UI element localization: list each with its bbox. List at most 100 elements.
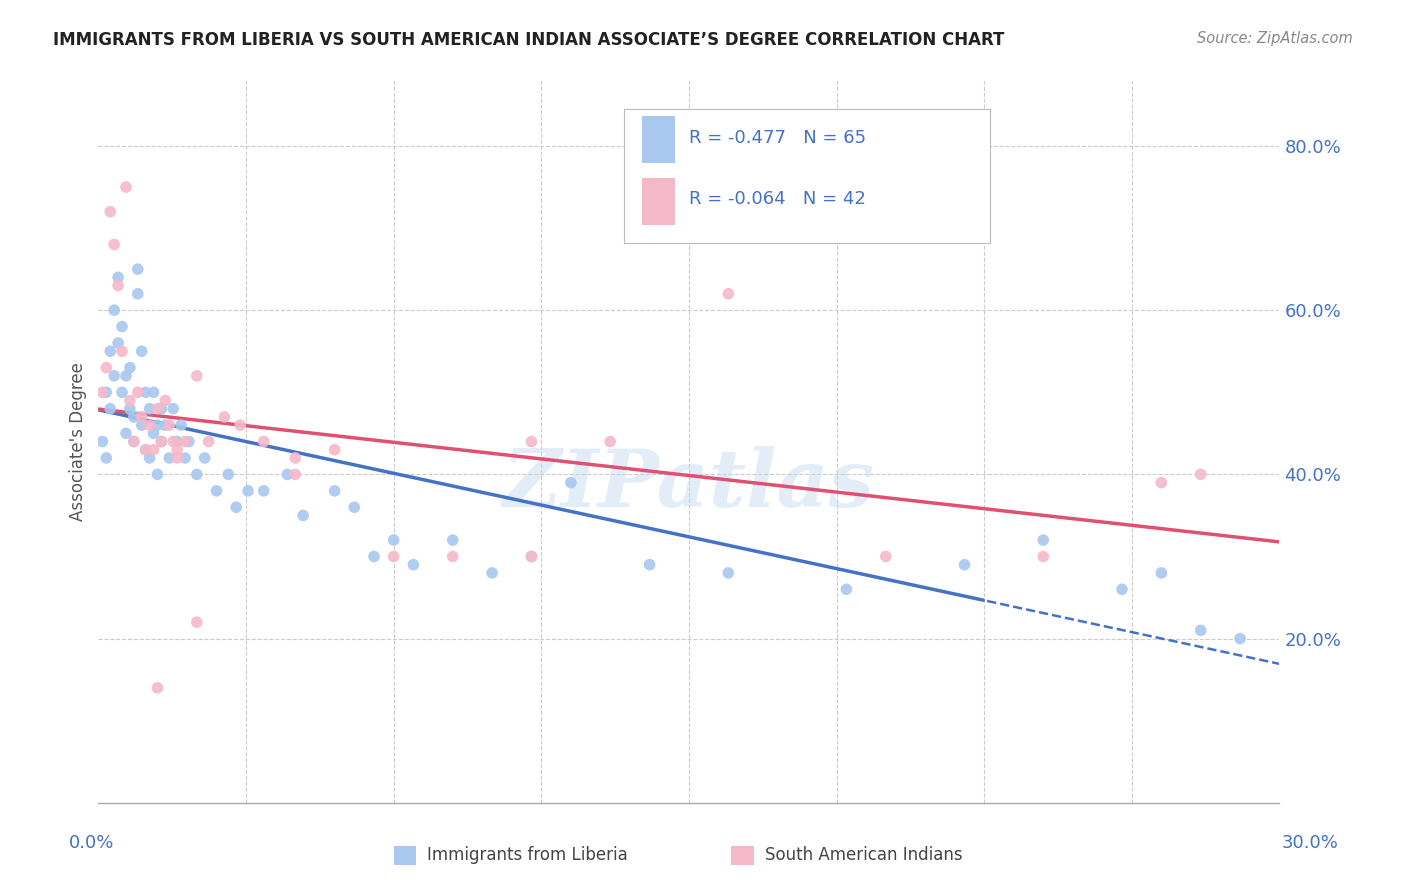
Point	[186, 615, 208, 630]
Point	[1150, 475, 1173, 490]
Point	[146, 681, 169, 695]
Point	[197, 434, 219, 449]
Point	[111, 385, 134, 400]
Point	[115, 368, 138, 383]
Point	[157, 418, 180, 433]
Point	[402, 558, 425, 572]
Point	[323, 483, 346, 498]
Point	[155, 393, 177, 408]
Text: South American Indians: South American Indians	[765, 847, 963, 864]
Point	[253, 483, 276, 498]
Point	[103, 303, 125, 318]
Point	[229, 418, 252, 433]
Point	[1189, 624, 1212, 638]
Point	[835, 582, 858, 597]
Point	[186, 467, 208, 482]
Point	[107, 270, 129, 285]
Point	[111, 319, 134, 334]
Point	[292, 508, 315, 523]
FancyBboxPatch shape	[641, 178, 675, 225]
Point	[162, 434, 184, 449]
Point	[135, 385, 157, 400]
Point	[107, 278, 129, 293]
Text: IMMIGRANTS FROM LIBERIA VS SOUTH AMERICAN INDIAN ASSOCIATE’S DEGREE CORRELATION : IMMIGRANTS FROM LIBERIA VS SOUTH AMERICA…	[53, 31, 1005, 49]
Point	[150, 434, 173, 449]
Point	[177, 434, 200, 449]
Point	[1111, 582, 1133, 597]
Point	[98, 401, 121, 416]
Point	[146, 418, 169, 433]
Point	[1150, 566, 1173, 580]
Y-axis label: Associate's Degree: Associate's Degree	[69, 362, 87, 521]
Point	[107, 336, 129, 351]
Point	[122, 434, 145, 449]
Point	[953, 558, 976, 572]
Point	[142, 442, 165, 457]
Point	[122, 434, 145, 449]
Point	[323, 442, 346, 457]
Point	[276, 467, 298, 482]
Point	[1229, 632, 1251, 646]
FancyBboxPatch shape	[641, 117, 675, 163]
Point	[520, 549, 543, 564]
Point	[142, 426, 165, 441]
Point	[382, 533, 405, 547]
Point	[150, 434, 173, 449]
Point	[146, 401, 169, 416]
Point	[122, 409, 145, 424]
Point	[96, 450, 118, 465]
Point	[127, 385, 149, 400]
Point	[135, 442, 157, 457]
Point	[284, 467, 307, 482]
Point	[1189, 467, 1212, 482]
Point	[717, 286, 740, 301]
Text: 0.0%: 0.0%	[69, 834, 114, 852]
Point	[91, 385, 114, 400]
Point	[166, 434, 188, 449]
Point	[91, 434, 114, 449]
Point	[146, 467, 169, 482]
Point	[118, 360, 141, 375]
Point	[599, 434, 621, 449]
Point	[118, 393, 141, 408]
Point	[194, 450, 217, 465]
Text: R = -0.064   N = 42: R = -0.064 N = 42	[689, 191, 866, 209]
Point	[382, 549, 405, 564]
Point	[186, 368, 208, 383]
Point	[560, 475, 582, 490]
Point	[98, 204, 121, 219]
Point	[127, 286, 149, 301]
Text: Source: ZipAtlas.com: Source: ZipAtlas.com	[1197, 31, 1353, 46]
Point	[174, 434, 197, 449]
Point	[162, 401, 184, 416]
Point	[481, 566, 503, 580]
Point	[638, 558, 661, 572]
Point	[520, 549, 543, 564]
Point	[717, 566, 740, 580]
Point	[157, 450, 180, 465]
Point	[236, 483, 259, 498]
Point	[118, 401, 141, 416]
Point	[1032, 533, 1054, 547]
Point	[214, 409, 236, 424]
Point	[363, 549, 385, 564]
Point	[138, 401, 160, 416]
FancyBboxPatch shape	[624, 109, 990, 243]
Point	[131, 418, 153, 433]
Point	[343, 500, 366, 515]
Point	[111, 344, 134, 359]
Point	[103, 368, 125, 383]
Point	[253, 434, 276, 449]
Point	[138, 418, 160, 433]
Point	[155, 418, 177, 433]
Point	[1032, 549, 1054, 564]
Point	[142, 385, 165, 400]
Point	[166, 442, 188, 457]
Point	[115, 426, 138, 441]
Text: Immigrants from Liberia: Immigrants from Liberia	[427, 847, 628, 864]
Point	[103, 237, 125, 252]
Text: 30.0%: 30.0%	[1282, 834, 1339, 852]
Text: R = -0.477   N = 65: R = -0.477 N = 65	[689, 129, 866, 147]
Point	[217, 467, 239, 482]
Point	[166, 450, 188, 465]
